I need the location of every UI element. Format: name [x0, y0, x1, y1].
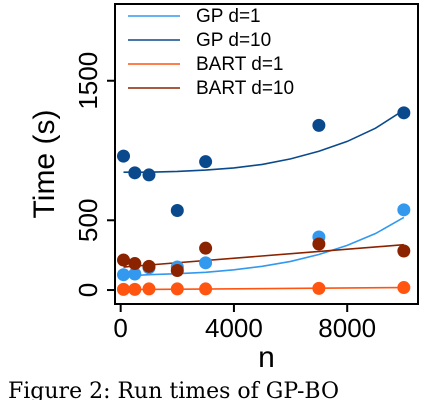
legend-label-bart-d-1: BART d=1 — [196, 54, 284, 75]
data-point-bart-d-10 — [170, 264, 184, 278]
data-point-gp-d-10 — [116, 149, 130, 163]
data-point-bart-d-1 — [199, 282, 213, 296]
data-point-gp-d-10 — [397, 106, 411, 120]
data-point-bart-d-10 — [128, 257, 142, 271]
legend-label-bart-d-10: BART d=10 — [196, 78, 294, 99]
data-point-bart-d-1 — [397, 281, 411, 295]
plot-layer — [116, 106, 411, 296]
x-tick-label: 8000 — [318, 313, 376, 343]
y-tick-label: 500 — [73, 199, 103, 242]
legend-label-gp-d-1: GP d=1 — [196, 6, 261, 27]
data-point-gp-d-1 — [199, 256, 213, 270]
legend-label-gp-d-10: GP d=10 — [196, 30, 271, 51]
fit-line-gp-d-10 — [123, 109, 405, 173]
data-point-gp-d-10 — [199, 155, 213, 169]
data-point-bart-d-1 — [170, 282, 184, 296]
data-point-bart-d-1 — [312, 281, 326, 295]
data-point-gp-d-1 — [116, 268, 130, 282]
data-point-bart-d-1 — [116, 282, 130, 296]
figure-caption: Figure 2: Run times of GP-BO — [8, 379, 339, 400]
fit-line-bart-d-10 — [123, 243, 404, 268]
fit-line-bart-d-1 — [123, 286, 404, 291]
legend: GP d=1 GP d=10 BART d=1 BART d=10 — [128, 6, 294, 99]
data-point-bart-d-10 — [199, 241, 213, 255]
x-axis-label: n — [258, 341, 275, 374]
x-tick-label: 0 — [113, 313, 127, 343]
data-point-bart-d-10 — [116, 253, 130, 267]
data-point-bart-d-1 — [128, 282, 142, 296]
data-point-bart-d-1 — [142, 282, 156, 296]
data-point-gp-d-10 — [312, 118, 326, 132]
data-point-bart-d-10 — [142, 259, 156, 273]
data-point-bart-d-10 — [312, 237, 326, 251]
data-point-gp-d-10 — [142, 168, 156, 182]
data-point-gp-d-10 — [128, 166, 142, 180]
y-tick-label: 1500 — [73, 52, 103, 110]
data-point-gp-d-1 — [128, 267, 142, 281]
data-point-bart-d-10 — [397, 244, 411, 258]
plot-frame — [114, 3, 419, 305]
fit-line-gp-d-1 — [123, 216, 405, 277]
data-point-gp-d-1 — [397, 203, 411, 217]
y-tick-label: 0 — [73, 283, 103, 297]
y-axis-label: Time (s) — [28, 110, 61, 219]
data-point-gp-d-10 — [170, 204, 184, 218]
axis-layer: 0 4000 8000 0 500 1500 n Time (s) — [28, 3, 419, 374]
x-tick-label: 4000 — [205, 313, 263, 343]
